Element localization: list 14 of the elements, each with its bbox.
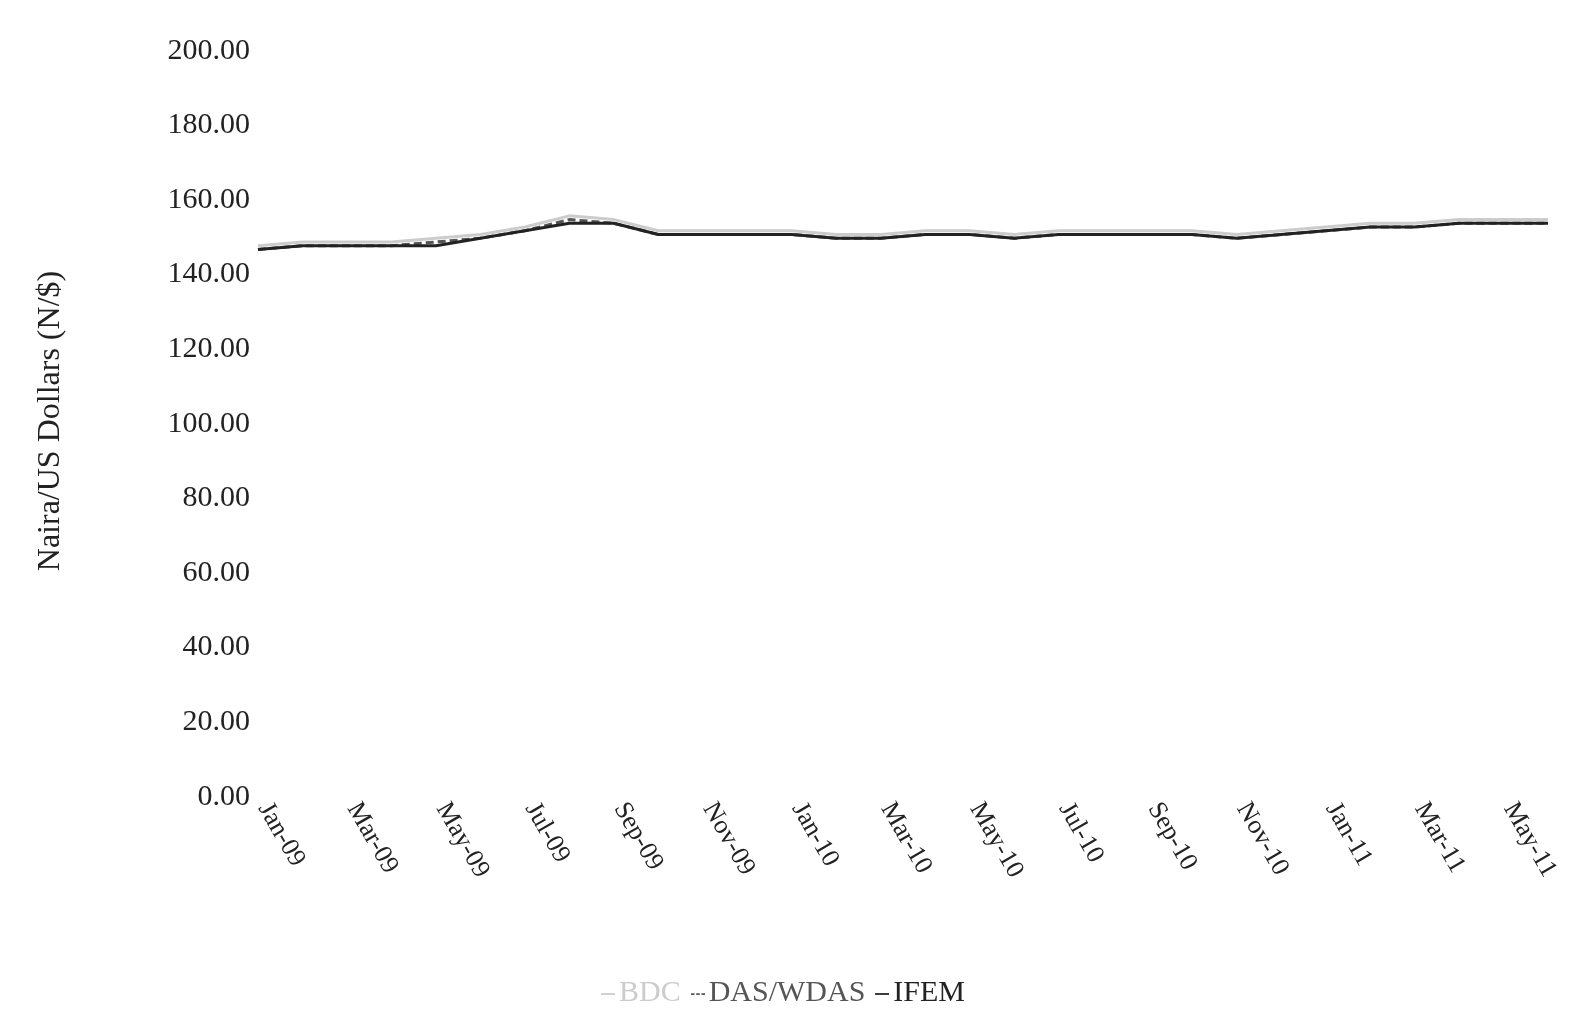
y-tick-label: 40.00: [182, 628, 250, 662]
y-tick-label: 20.00: [182, 703, 250, 737]
y-tick-label: 200.00: [167, 31, 250, 65]
y-tick-label: 120.00: [167, 330, 250, 364]
legend-label: DAS/WDAS: [708, 974, 866, 1007]
y-tick-label: 180.00: [167, 106, 250, 140]
y-tick-label: 80.00: [182, 479, 250, 513]
y-tick-label: 160.00: [167, 180, 250, 214]
y-tick-label: 140.00: [167, 255, 250, 289]
y-tick-label: 60.00: [182, 553, 250, 587]
legend-label: IFEM: [893, 974, 966, 1007]
y-axis-title: Naira/US Dollars (N/$): [30, 270, 67, 572]
y-tick-label: 0.00: [197, 777, 250, 811]
y-tick-label: 100.00: [167, 404, 250, 438]
